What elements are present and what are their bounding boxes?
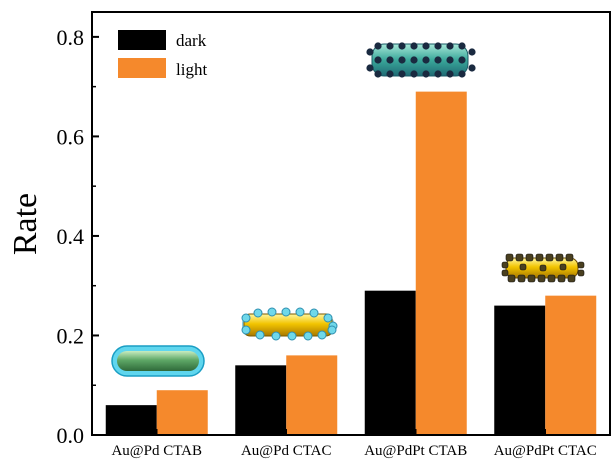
x-axis-ticks: Au@Pd CTAB Au@Pd CTAC Au@PdPt CTAB Au@PdPt … [111,429,597,459]
y-axis-label: Rate [7,193,44,255]
bar-dark-3 [364,290,416,435]
y-axis-ticks: 0.0 0.2 0.4 0.6 0.8 [57,25,99,448]
x-tick-label: Au@PdPt CTAB [364,443,467,459]
bar-dark-1 [105,405,157,435]
teal-nanorod-with-dark-dots-icon [366,42,476,78]
legend-label-light: light [176,60,207,79]
bar-light-2 [286,355,338,435]
legend-label-dark: dark [176,31,207,50]
green-nanorod-in-cyan-shell-icon [111,345,205,377]
legend: dark light [118,30,207,79]
x-tick-label: Au@PdPt CTAC [494,443,597,459]
x-tick-label: Au@Pd CTAC [241,443,332,459]
bar-dark-2 [235,365,287,435]
legend-swatch-light [118,58,166,78]
gold-nanorod-with-cyan-dots-icon [241,307,338,341]
gold-nanorod-with-dark-dots-icon [501,253,585,283]
y-tick-label: 0.6 [57,124,85,149]
bar-dark-4 [494,305,546,435]
y-tick-label: 0.8 [57,25,85,50]
bar-light-1 [156,390,208,435]
x-tick-label: Au@Pd CTAB [111,443,202,459]
bar-light-3 [415,91,467,435]
y-tick-label: 0.2 [57,323,85,348]
legend-swatch-dark [118,30,166,50]
bar-light-4 [545,295,597,435]
y-tick-label: 0.0 [57,423,85,448]
plot-frame [91,11,611,436]
bars-group [105,91,597,435]
y-tick-label: 0.4 [57,224,85,249]
